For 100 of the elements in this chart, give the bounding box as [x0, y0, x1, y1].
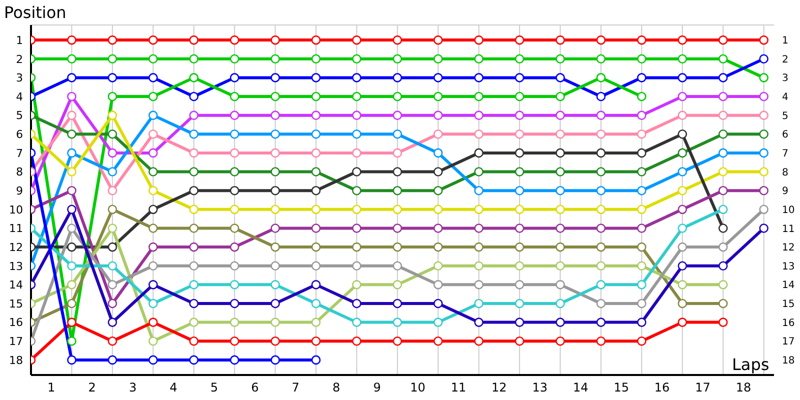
point	[433, 261, 443, 271]
point	[392, 129, 402, 139]
y-tick-label: 12	[9, 240, 23, 254]
point	[67, 129, 76, 139]
point	[67, 355, 76, 365]
point	[637, 280, 646, 290]
point	[678, 224, 688, 233]
point	[189, 224, 198, 233]
point	[433, 298, 443, 308]
point	[759, 35, 768, 45]
y-tick-label: 14	[9, 278, 23, 292]
point	[637, 54, 646, 64]
point	[67, 35, 76, 45]
point	[352, 110, 362, 120]
point	[637, 224, 646, 233]
point	[718, 318, 728, 327]
point	[596, 129, 606, 139]
x-tick-label: 7	[292, 380, 300, 395]
point	[67, 167, 76, 176]
point	[311, 129, 321, 139]
point	[148, 280, 158, 290]
point	[514, 318, 524, 327]
point	[230, 298, 240, 308]
y2-tick-label: 11	[782, 224, 795, 235]
point	[311, 242, 321, 252]
x-tick-label: 15	[614, 380, 629, 395]
point	[189, 336, 198, 346]
point	[230, 92, 240, 102]
point	[514, 148, 524, 158]
point	[474, 92, 484, 102]
point	[270, 298, 280, 308]
point	[189, 355, 198, 365]
point	[392, 280, 402, 290]
point	[230, 186, 240, 196]
point	[148, 35, 158, 45]
point	[311, 73, 321, 82]
point	[108, 73, 118, 82]
point	[596, 261, 606, 271]
point	[189, 110, 198, 120]
point	[433, 92, 443, 102]
point	[678, 280, 688, 290]
point	[474, 318, 484, 327]
y2-tick-label: 1	[782, 36, 788, 47]
point	[637, 167, 646, 176]
point	[637, 336, 646, 346]
point	[637, 92, 646, 102]
point	[637, 129, 646, 139]
point	[148, 336, 158, 346]
point	[148, 148, 158, 158]
point	[230, 129, 240, 139]
point	[514, 110, 524, 120]
point	[189, 280, 198, 290]
point	[596, 110, 606, 120]
point	[392, 298, 402, 308]
point	[148, 167, 158, 176]
point	[678, 73, 688, 82]
point	[718, 110, 728, 120]
y-tick-label: 2	[16, 52, 23, 66]
point	[474, 336, 484, 346]
y-tick-label: 18	[9, 354, 23, 367]
point	[514, 186, 524, 196]
point	[637, 73, 646, 82]
point	[352, 318, 362, 327]
point	[718, 73, 728, 82]
point	[392, 35, 402, 45]
point	[270, 280, 280, 290]
point	[556, 298, 565, 308]
point	[514, 336, 524, 346]
point	[637, 242, 646, 252]
point	[474, 298, 484, 308]
point	[311, 261, 321, 271]
point	[759, 92, 768, 102]
point	[514, 73, 524, 82]
point	[474, 186, 484, 196]
point	[718, 204, 728, 214]
point	[637, 298, 646, 308]
point	[474, 224, 484, 233]
point	[678, 204, 688, 214]
point	[352, 204, 362, 214]
point	[270, 148, 280, 158]
point	[637, 186, 646, 196]
point	[311, 336, 321, 346]
point	[556, 318, 565, 327]
point	[718, 129, 728, 139]
point	[189, 35, 198, 45]
point	[718, 298, 728, 308]
point	[270, 261, 280, 271]
point	[189, 318, 198, 327]
point	[596, 242, 606, 252]
y2-tick-label: 3	[782, 73, 788, 84]
point	[108, 92, 118, 102]
point	[718, 261, 728, 271]
point	[474, 167, 484, 176]
point	[596, 92, 606, 102]
point	[108, 298, 118, 308]
y-tick-label: 5	[16, 109, 23, 122]
point	[637, 148, 646, 158]
y2-tick-label: 17	[782, 336, 795, 348]
y2-tick-label: 9	[782, 186, 788, 198]
point	[514, 261, 524, 271]
